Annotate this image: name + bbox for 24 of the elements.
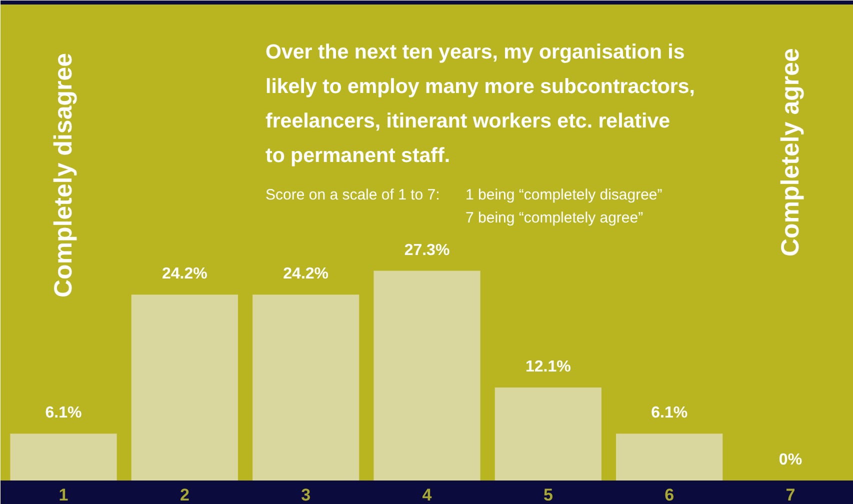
bar	[616, 434, 723, 480]
data-label: 24.2%	[162, 266, 208, 283]
bar	[252, 294, 360, 480]
text: Completely agree	[776, 48, 804, 256]
x-tick-label: 1	[58, 486, 68, 504]
x-tick-label: 5	[543, 486, 553, 504]
data-label: 12.1%	[525, 358, 571, 376]
data-label: 6.1%	[45, 404, 82, 422]
bar	[374, 270, 480, 480]
bar	[131, 294, 238, 480]
chart-title: Over the next ten years, my organisation is likely to employ many more subcontractors, freelancers, itinerant workers etc. relative to permanent staff.	[266, 40, 695, 167]
data-label: 6.1%	[651, 404, 688, 422]
data-label: 27.3%	[404, 242, 450, 259]
x-tick-label: 7	[786, 486, 796, 504]
x-tick-label: 4	[422, 486, 432, 504]
annotation: Completely disagree	[50, 52, 78, 298]
x-tick-label: 2	[180, 486, 190, 504]
bar	[494, 388, 602, 480]
text: Score on a scale of 1 to 7: 1 being “completely disagree” 7 being “completely agree”	[266, 186, 662, 226]
data-label: 24.2%	[283, 266, 329, 283]
data-label: 0%	[778, 452, 802, 468]
bar	[10, 434, 117, 480]
x-tick-label: 3	[301, 486, 311, 504]
x-tick-label: 6	[664, 486, 674, 504]
